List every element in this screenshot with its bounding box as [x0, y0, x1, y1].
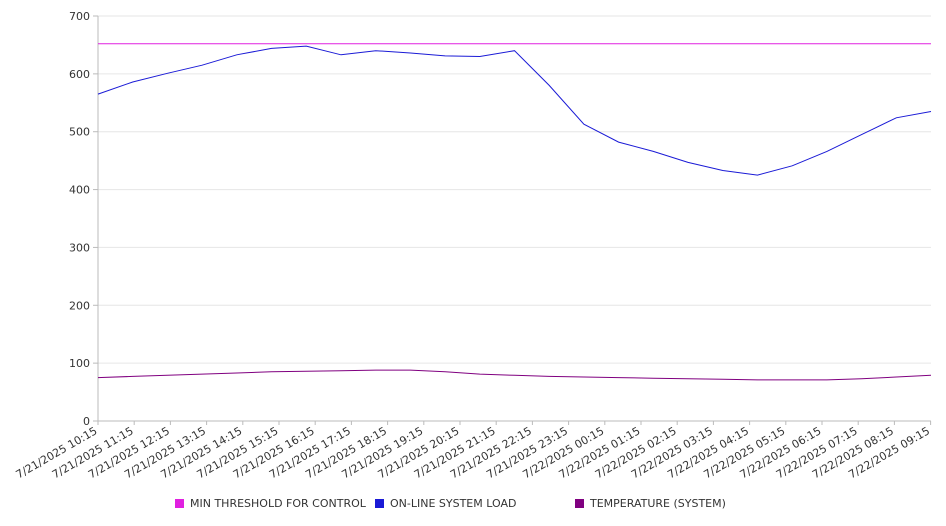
legend-swatch-threshold — [175, 499, 184, 508]
legend-swatch-system-load — [375, 499, 384, 508]
axes — [93, 15, 932, 425]
legend-item-temperature[interactable]: TEMPERATURE (SYSTEM) — [575, 497, 726, 510]
y-tick-label: 600 — [69, 68, 90, 81]
y-tick-label: 100 — [69, 357, 90, 370]
y-tick-label: 700 — [69, 10, 90, 23]
y-tick-label: 400 — [69, 184, 90, 197]
y-tick-label: 300 — [69, 241, 90, 254]
x-tick-labels: 7/21/2025 10:157/21/2025 11:157/21/2025 … — [14, 424, 932, 481]
legend-item-threshold[interactable]: MIN THRESHOLD FOR CONTROL — [175, 497, 366, 510]
legend-label-threshold: MIN THRESHOLD FOR CONTROL — [190, 497, 366, 510]
series-line-2 — [97, 45, 932, 176]
legend: MIN THRESHOLD FOR CONTROL ON-LINE SYSTEM… — [0, 497, 946, 517]
legend-item-system-load[interactable]: ON-LINE SYSTEM LOAD — [375, 497, 516, 510]
legend-label-temperature: TEMPERATURE (SYSTEM) — [590, 497, 726, 510]
legend-label-system-load: ON-LINE SYSTEM LOAD — [390, 497, 517, 510]
y-tick-label: 0 — [83, 415, 90, 428]
grid-lines — [98, 15, 931, 364]
legend-swatch-temperature — [575, 499, 584, 508]
y-tick-label: 500 — [69, 126, 90, 139]
y-tick-label: 200 — [69, 299, 90, 312]
series-lines — [97, 43, 932, 381]
y-tick-labels: 0 100 200 300 400 500 600 700 — [69, 10, 90, 428]
series-line-3 — [97, 369, 932, 381]
